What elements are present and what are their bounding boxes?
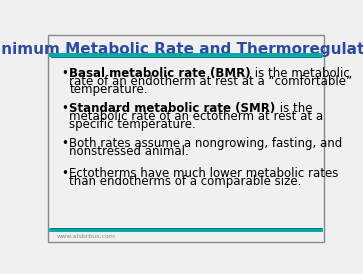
Text: Both rates assume a nongrowing, fasting, and: Both rates assume a nongrowing, fasting,… xyxy=(69,137,343,150)
Text: •: • xyxy=(61,137,68,150)
Text: Minimum Metabolic Rate and Thermoregulation: Minimum Metabolic Rate and Thermoregulat… xyxy=(0,42,363,57)
Text: is the: is the xyxy=(276,102,312,115)
Text: •: • xyxy=(61,67,68,80)
Text: temperature.: temperature. xyxy=(69,83,148,96)
Text: www.alsbrbus.com: www.alsbrbus.com xyxy=(57,234,116,239)
Text: specific temperature.: specific temperature. xyxy=(69,118,196,131)
Text: Basal metabolic rate (BMR): Basal metabolic rate (BMR) xyxy=(69,67,251,80)
Text: Standard metabolic rate (SMR): Standard metabolic rate (SMR) xyxy=(69,102,276,115)
Text: •: • xyxy=(61,167,68,180)
Text: Ectotherms have much lower metabolic rates: Ectotherms have much lower metabolic rat… xyxy=(69,167,339,180)
Text: nonstressed animal.: nonstressed animal. xyxy=(69,145,189,158)
Text: than endotherms of a comparable size.: than endotherms of a comparable size. xyxy=(69,175,302,188)
Text: rate of an endotherm at rest at a “comfortable”: rate of an endotherm at rest at a “comfo… xyxy=(69,75,352,88)
Text: metabolic rate of an ectotherm at rest at a: metabolic rate of an ectotherm at rest a… xyxy=(69,110,323,123)
Text: •: • xyxy=(61,102,68,115)
Text: is the metabolic: is the metabolic xyxy=(251,67,350,80)
FancyBboxPatch shape xyxy=(48,35,324,242)
